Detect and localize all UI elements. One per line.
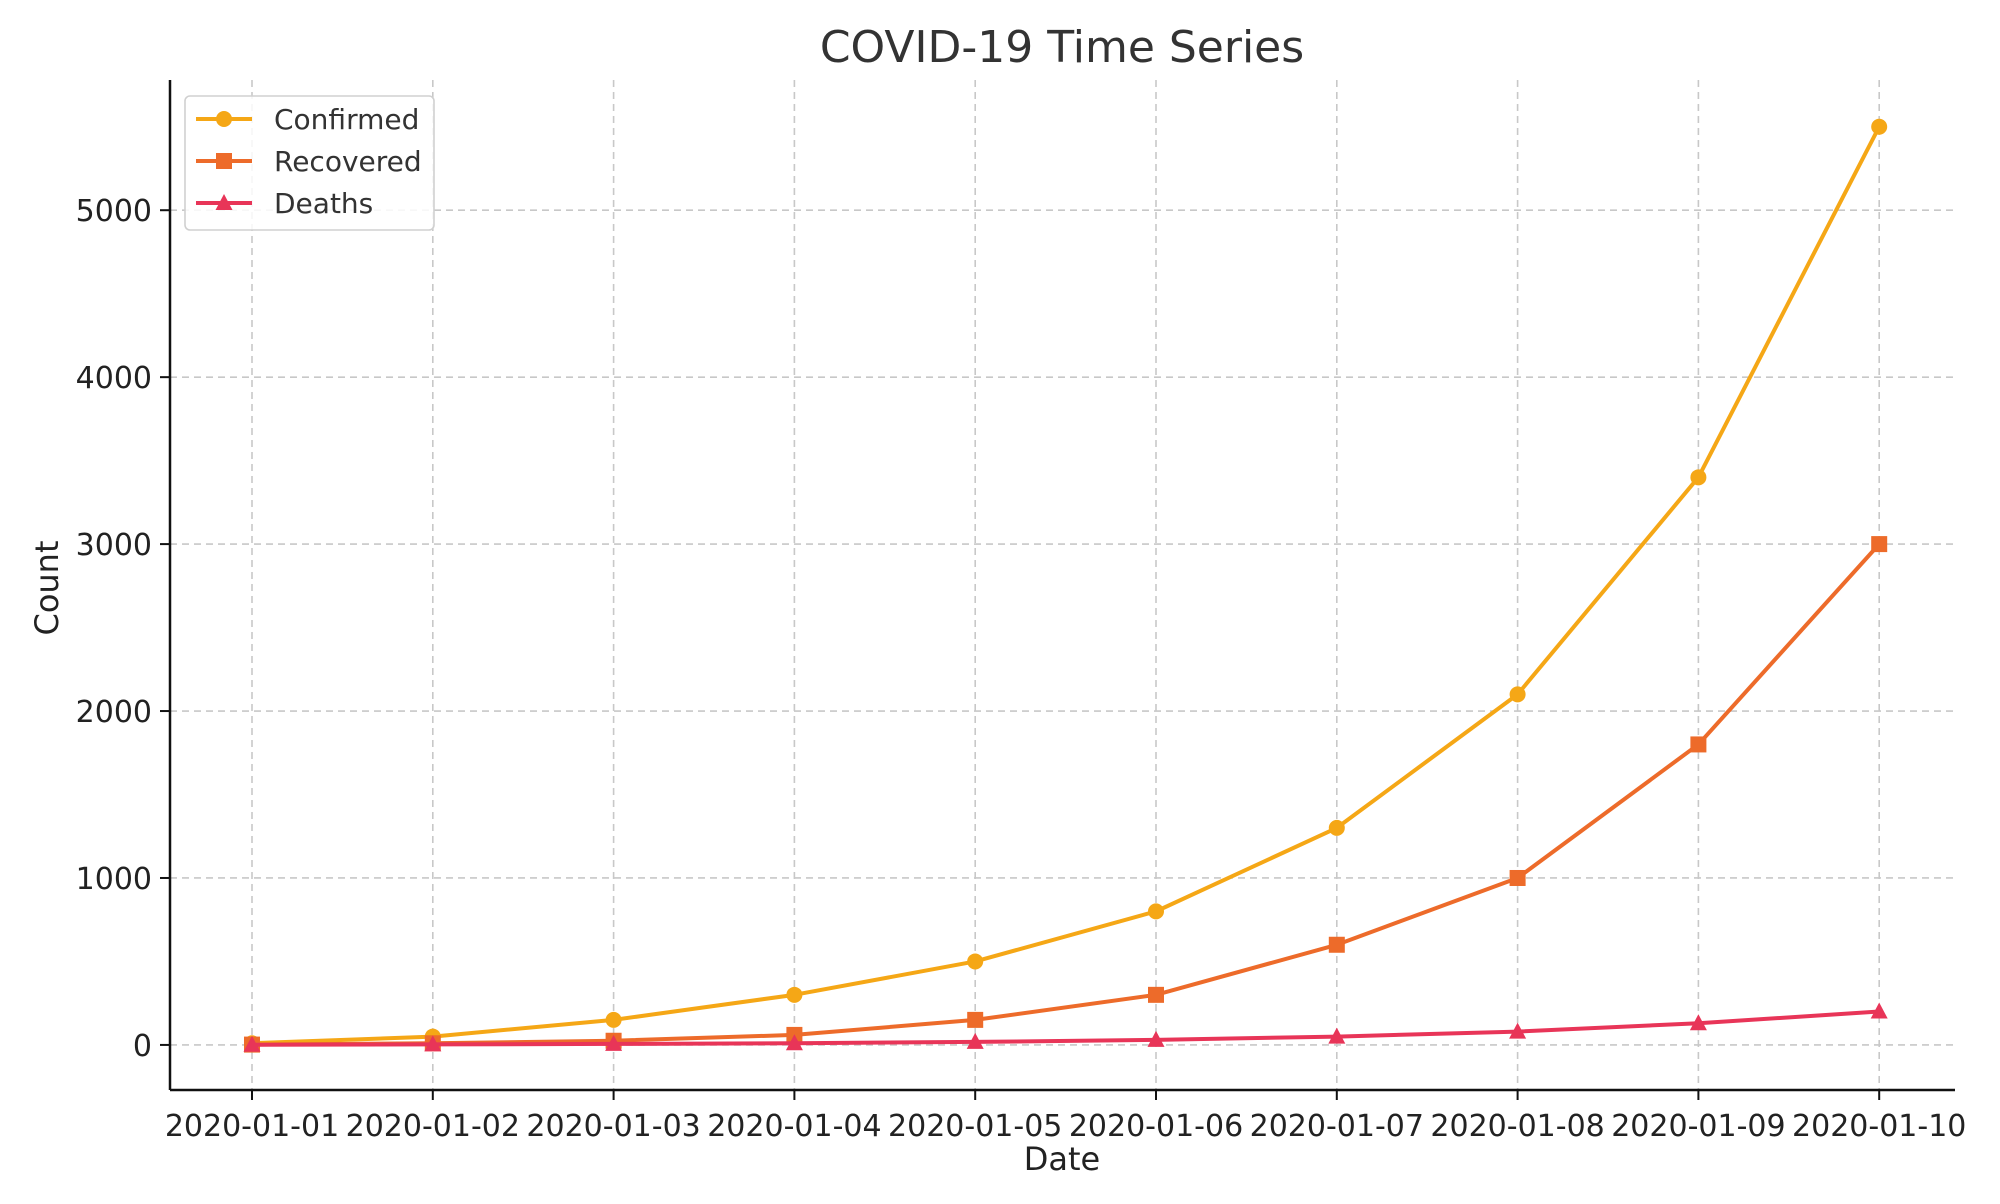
data-point-recovered <box>1509 869 1526 886</box>
legend-marker-deaths <box>215 194 233 210</box>
x-tick-label: 2020-01-01 <box>165 1109 339 1144</box>
y-tick-label: 5000 <box>76 194 152 229</box>
y-tick-label: 1000 <box>76 862 152 897</box>
x-tick-label: 2020-01-05 <box>888 1109 1062 1144</box>
data-point-deaths <box>243 1035 261 1052</box>
data-point-recovered <box>1148 986 1164 1003</box>
y-tick-label: 3000 <box>76 528 152 563</box>
y-axis-label: Count <box>28 540 66 635</box>
y-tick-label: 0 <box>133 1029 152 1064</box>
ticks-layer: 2020-01-01 2020-01-02 2020-01-03 2020-01-04… <box>76 194 1967 1144</box>
x-axis-label: Date <box>1024 1140 1100 1178</box>
data-point-deaths <box>966 1032 984 1049</box>
chart-title: COVID-19 Time Series <box>820 22 1304 73</box>
data-point-recovered <box>1871 536 1888 553</box>
x-tick-label: 2020-01-02 <box>346 1109 520 1144</box>
data-point-deaths <box>1689 1014 1707 1031</box>
legend-label-deaths: Deaths <box>274 187 373 220</box>
x-tick-label: 2020-01-03 <box>526 1109 700 1144</box>
x-tick-label: 2020-01-10 <box>1792 1109 1966 1144</box>
data-point-deaths <box>605 1034 623 1051</box>
legend-marker-confirmed <box>216 111 232 127</box>
series-line-recovered <box>251 542 1881 1047</box>
data-point-deaths <box>785 1034 803 1051</box>
legend: Confirmed Recovered Deaths <box>184 95 435 231</box>
data-point-confirmed <box>1328 819 1345 836</box>
data-point-confirmed <box>1509 686 1526 703</box>
series-confirmed <box>244 118 1888 1052</box>
legend-label-confirmed: Confirmed <box>274 103 419 136</box>
data-point-recovered <box>1690 736 1707 753</box>
data-point-deaths <box>424 1035 442 1052</box>
data-point-confirmed <box>1871 118 1888 135</box>
series-line-deaths <box>251 1009 1880 1047</box>
legend-item-confirmed: Confirmed <box>196 103 419 136</box>
grid-layer <box>170 80 1955 1090</box>
legend-marker-recovered <box>216 153 232 169</box>
series-recovered <box>244 536 1888 1053</box>
y-tick-label: 2000 <box>76 695 152 730</box>
series-deaths <box>243 1002 1888 1052</box>
data-point-recovered <box>1328 936 1345 953</box>
x-tick-label: 2020-01-06 <box>1069 1109 1243 1144</box>
series-line-confirmed <box>251 125 1881 1046</box>
data-point-confirmed <box>786 986 803 1003</box>
data-point-deaths <box>1870 1002 1888 1019</box>
x-tick-label: 2020-01-04 <box>707 1109 881 1144</box>
data-point-deaths <box>1328 1027 1346 1044</box>
data-point-deaths <box>1147 1030 1165 1047</box>
axes-layer <box>168 80 1955 1092</box>
y-tick-label: 4000 <box>76 361 152 396</box>
data-point-confirmed <box>605 1011 622 1028</box>
x-tick-label: 2020-01-09 <box>1611 1109 1785 1144</box>
x-tick-label: 2020-01-08 <box>1430 1109 1604 1144</box>
legend-box <box>184 95 435 231</box>
data-point-confirmed <box>1148 903 1164 920</box>
data-point-recovered <box>967 1011 984 1028</box>
data-point-deaths <box>1509 1022 1527 1039</box>
series-layer <box>243 118 1888 1053</box>
legend-item-recovered: Recovered <box>196 145 422 178</box>
data-point-confirmed <box>1690 469 1707 486</box>
legend-label-recovered: Recovered <box>274 145 422 178</box>
legend-item-deaths: Deaths <box>196 187 373 220</box>
data-point-confirmed <box>967 953 984 970</box>
x-tick-label: 2020-01-07 <box>1250 1109 1424 1144</box>
